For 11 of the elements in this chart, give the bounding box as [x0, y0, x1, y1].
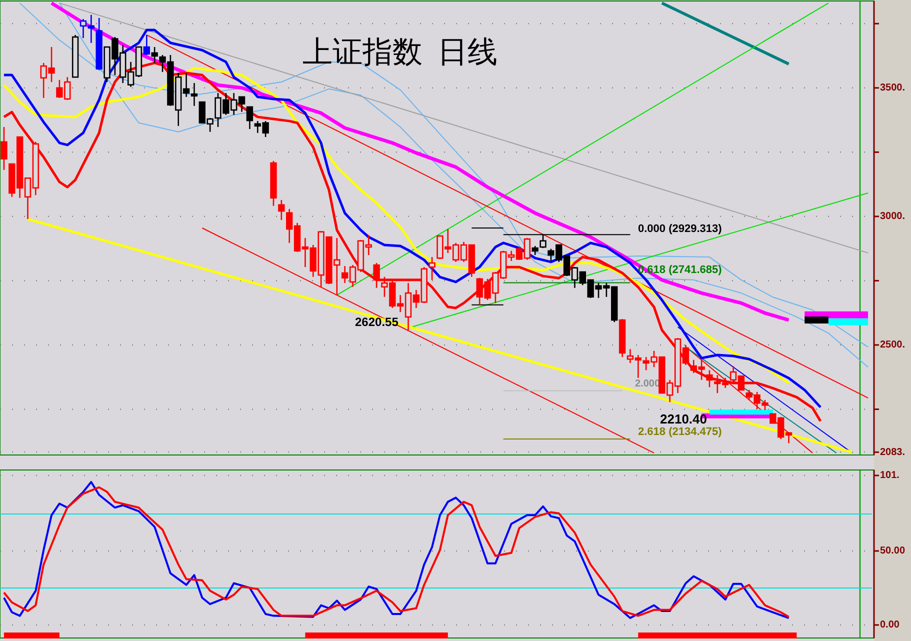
annotation: 0.000 (2929.313)	[638, 222, 722, 235]
y-tick-label: 2500.	[880, 340, 906, 351]
y-tick-label: 101.	[880, 470, 900, 482]
y-tick-label: 3000.	[880, 211, 906, 222]
y-tick-label: 50.00	[880, 546, 906, 557]
annotation: 2.618 (2134.475)	[638, 426, 722, 438]
text: 上证指数 日线	[302, 36, 498, 69]
y-tick-label: 2083.	[880, 446, 906, 458]
y-tick-label: 3500.	[880, 82, 906, 94]
annotation: 2210.40	[660, 411, 707, 426]
y-tick-label: 0.00	[880, 620, 900, 631]
